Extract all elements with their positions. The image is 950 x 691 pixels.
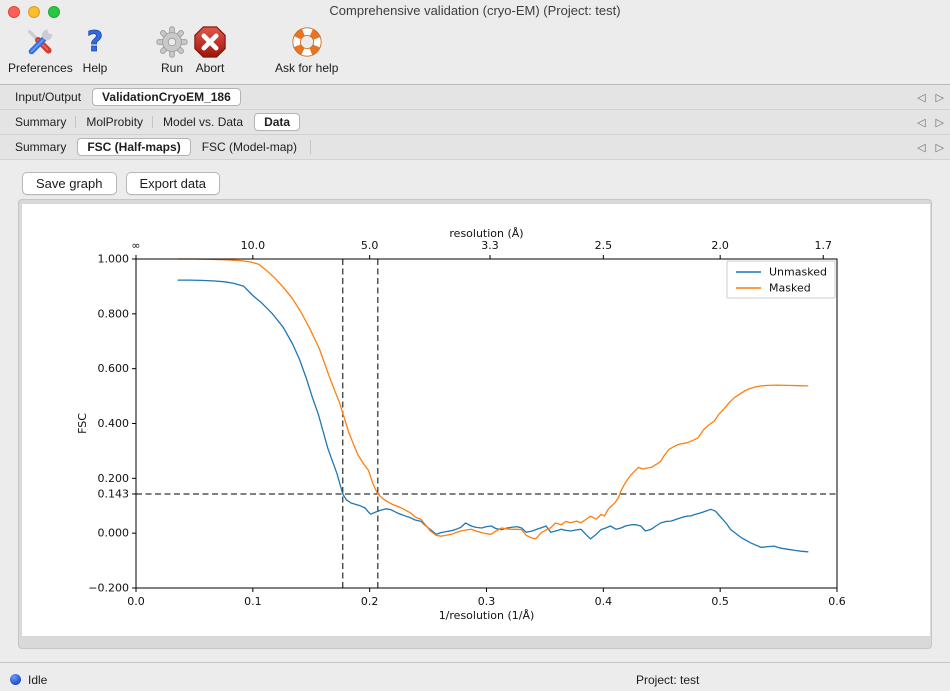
top-tick-label: 10.0 bbox=[241, 239, 265, 252]
legend-label-unmasked: Unmasked bbox=[769, 266, 827, 279]
x-axis-label: 1/resolution (1/Å) bbox=[439, 609, 535, 622]
gear-icon bbox=[155, 25, 189, 59]
tab-fsc-half-maps[interactable]: FSC (Half-maps) bbox=[77, 138, 191, 156]
axes-frame bbox=[135, 258, 838, 589]
top-tick-label: 2.5 bbox=[595, 239, 613, 252]
x-tick-label: 0.2 bbox=[361, 595, 379, 608]
y-axis-label: FSC bbox=[76, 413, 89, 434]
y-tick-label: 0.800 bbox=[98, 307, 130, 320]
tab-summary[interactable]: Summary bbox=[15, 115, 67, 129]
tab-separator bbox=[310, 140, 312, 154]
x-tick-label: 0.6 bbox=[828, 595, 846, 608]
y-tick-label: 0.000 bbox=[98, 527, 130, 540]
x-tick-label: 0.0 bbox=[127, 595, 145, 608]
top-tick-label: 2.0 bbox=[711, 239, 729, 252]
lifebuoy-icon bbox=[290, 25, 324, 59]
toolbar-item-label: Run bbox=[160, 61, 183, 75]
stop-x-icon bbox=[193, 25, 227, 59]
y-tick-label: 1.000 bbox=[98, 253, 130, 266]
svg-text:?: ? bbox=[87, 25, 103, 58]
fsc-plot: 0.0 0.1 0.2 0.3 0.4 0.5 0.6 ∞ 10.0 5.0 3.3 2.5 2.0 1.… bbox=[76, 227, 846, 622]
x-tick-label: 0.1 bbox=[244, 595, 261, 608]
x-tick-label: 0.3 bbox=[478, 595, 496, 608]
ask-for-help-button[interactable]: Ask for help bbox=[275, 25, 338, 75]
tab-scroll-right-icon[interactable]: ▷ bbox=[935, 141, 944, 154]
fsc-curve-unmasked bbox=[177, 279, 809, 553]
plot-panel: 0.0 0.1 0.2 0.3 0.4 0.5 0.6 ∞ 10.0 5.0 3.3 2.5 2.0 1.… bbox=[18, 199, 932, 649]
tab-scroll-left-icon[interactable]: ◁ bbox=[917, 91, 926, 104]
export-data-button[interactable]: Export data bbox=[125, 172, 220, 195]
fsc-figure: 0.0 0.1 0.2 0.3 0.4 0.5 0.6 ∞ 10.0 5.0 3.3 2.5 2.0 1.… bbox=[22, 204, 930, 636]
tab-scroll-left-icon[interactable]: ◁ bbox=[917, 116, 926, 129]
tab-model-vs-data[interactable]: Model vs. Data bbox=[152, 113, 252, 131]
tab-scroll-right-icon[interactable]: ▷ bbox=[935, 116, 944, 129]
tab-nav-arrows: ◁ ▷ bbox=[917, 85, 944, 109]
legend-box bbox=[726, 260, 836, 299]
tab-input-output[interactable]: Input/Output bbox=[15, 90, 82, 104]
tab-validationcryoem-186[interactable]: ValidationCryoEM_186 bbox=[92, 88, 241, 106]
tools-icon bbox=[23, 25, 57, 59]
status-dot-icon bbox=[10, 674, 21, 685]
tab-scroll-right-icon[interactable]: ▷ bbox=[935, 91, 944, 104]
title-bar: Comprehensive validation (cryo-EM) (Proj… bbox=[0, 0, 950, 22]
y-tick-label: 0.600 bbox=[98, 362, 130, 375]
status-bar: Idle Project: test bbox=[0, 662, 950, 691]
tab-data[interactable]: Data bbox=[254, 113, 301, 131]
toolbar-item-label: Ask for help bbox=[275, 61, 339, 75]
status-project: Project: test bbox=[636, 673, 700, 687]
legend-label-masked: Masked bbox=[769, 282, 811, 295]
abort-button[interactable]: Abort bbox=[193, 25, 227, 75]
y-tick-label: 0.400 bbox=[98, 417, 130, 430]
save-graph-button[interactable]: Save graph bbox=[22, 172, 117, 195]
top-tick-label: 3.3 bbox=[481, 239, 499, 252]
tab-row-validation: Summary MolProbity Model vs. Data Data ◁… bbox=[0, 110, 950, 135]
minimize-window-button[interactable] bbox=[28, 6, 40, 18]
toolbar-item-label: Preferences bbox=[8, 61, 73, 75]
toolbar-item-label: Abort bbox=[195, 61, 225, 75]
top-tick-label: 1.7 bbox=[815, 239, 833, 252]
toolbar: Preferences ? Help bbox=[0, 22, 950, 85]
top-axis-label: resolution (Å) bbox=[449, 227, 523, 240]
y-tick-label: 0.143 bbox=[98, 487, 130, 500]
help-button[interactable]: ? Help bbox=[78, 25, 112, 75]
window-title: Comprehensive validation (cryo-EM) (Proj… bbox=[329, 3, 621, 18]
tab-scroll-left-icon[interactable]: ◁ bbox=[917, 141, 926, 154]
top-tick-label: 5.0 bbox=[361, 239, 379, 252]
y-tick-label: −0.200 bbox=[88, 582, 129, 595]
status-state: Idle bbox=[28, 673, 48, 687]
tab-nav-arrows: ◁ ▷ bbox=[917, 135, 944, 159]
tab-data-summary[interactable]: Summary bbox=[15, 140, 67, 154]
plot-actions: Save graph Export data bbox=[22, 172, 220, 195]
tab-nav-arrows: ◁ ▷ bbox=[917, 110, 944, 134]
zoom-window-button[interactable] bbox=[48, 6, 60, 18]
close-window-button[interactable] bbox=[8, 6, 20, 18]
run-button[interactable]: Run bbox=[155, 25, 189, 75]
question-mark-icon: ? bbox=[78, 25, 112, 59]
y-tick-label: 0.200 bbox=[98, 472, 130, 485]
toolbar-item-label: Help bbox=[82, 61, 108, 75]
preferences-button[interactable]: Preferences bbox=[8, 25, 73, 75]
x-tick-label: 0.5 bbox=[711, 595, 729, 608]
fsc-curve-masked bbox=[177, 258, 809, 540]
tab-row-data: Summary FSC (Half-maps) FSC (Model-map) … bbox=[0, 135, 950, 160]
tab-fsc-model-map[interactable]: FSC (Model-map) bbox=[201, 140, 298, 154]
x-tick-label: 0.4 bbox=[595, 595, 613, 608]
tab-molprobity[interactable]: MolProbity bbox=[75, 113, 152, 131]
tab-row-main: Input/Output ValidationCryoEM_186 ◁ ▷ bbox=[0, 85, 950, 110]
top-tick-label: ∞ bbox=[131, 239, 140, 252]
